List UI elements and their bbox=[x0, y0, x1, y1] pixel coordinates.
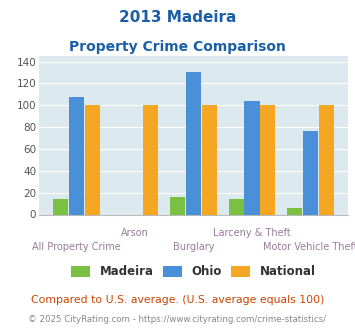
Bar bbox=[319, 105, 334, 214]
Text: Larceny & Theft: Larceny & Theft bbox=[213, 228, 291, 238]
Bar bbox=[69, 96, 84, 214]
Legend: Madeira, Ohio, National: Madeira, Ohio, National bbox=[71, 265, 316, 278]
Bar bbox=[260, 105, 275, 214]
Text: Arson: Arson bbox=[121, 228, 149, 238]
Text: Motor Vehicle Theft: Motor Vehicle Theft bbox=[263, 242, 355, 252]
Bar bbox=[287, 208, 302, 214]
Text: 2013 Madeira: 2013 Madeira bbox=[119, 10, 236, 25]
Bar bbox=[186, 73, 201, 214]
Bar bbox=[229, 199, 244, 214]
Text: Burglary: Burglary bbox=[173, 242, 214, 252]
Bar bbox=[85, 105, 100, 214]
Text: © 2025 CityRating.com - https://www.cityrating.com/crime-statistics/: © 2025 CityRating.com - https://www.city… bbox=[28, 315, 327, 324]
Text: Property Crime Comparison: Property Crime Comparison bbox=[69, 40, 286, 53]
Bar bbox=[244, 101, 260, 214]
Text: Compared to U.S. average. (U.S. average equals 100): Compared to U.S. average. (U.S. average … bbox=[31, 295, 324, 305]
Bar bbox=[143, 105, 158, 214]
Bar bbox=[53, 199, 68, 214]
Bar bbox=[303, 131, 318, 214]
Bar bbox=[202, 105, 217, 214]
Bar bbox=[170, 197, 185, 214]
Text: All Property Crime: All Property Crime bbox=[32, 242, 121, 252]
